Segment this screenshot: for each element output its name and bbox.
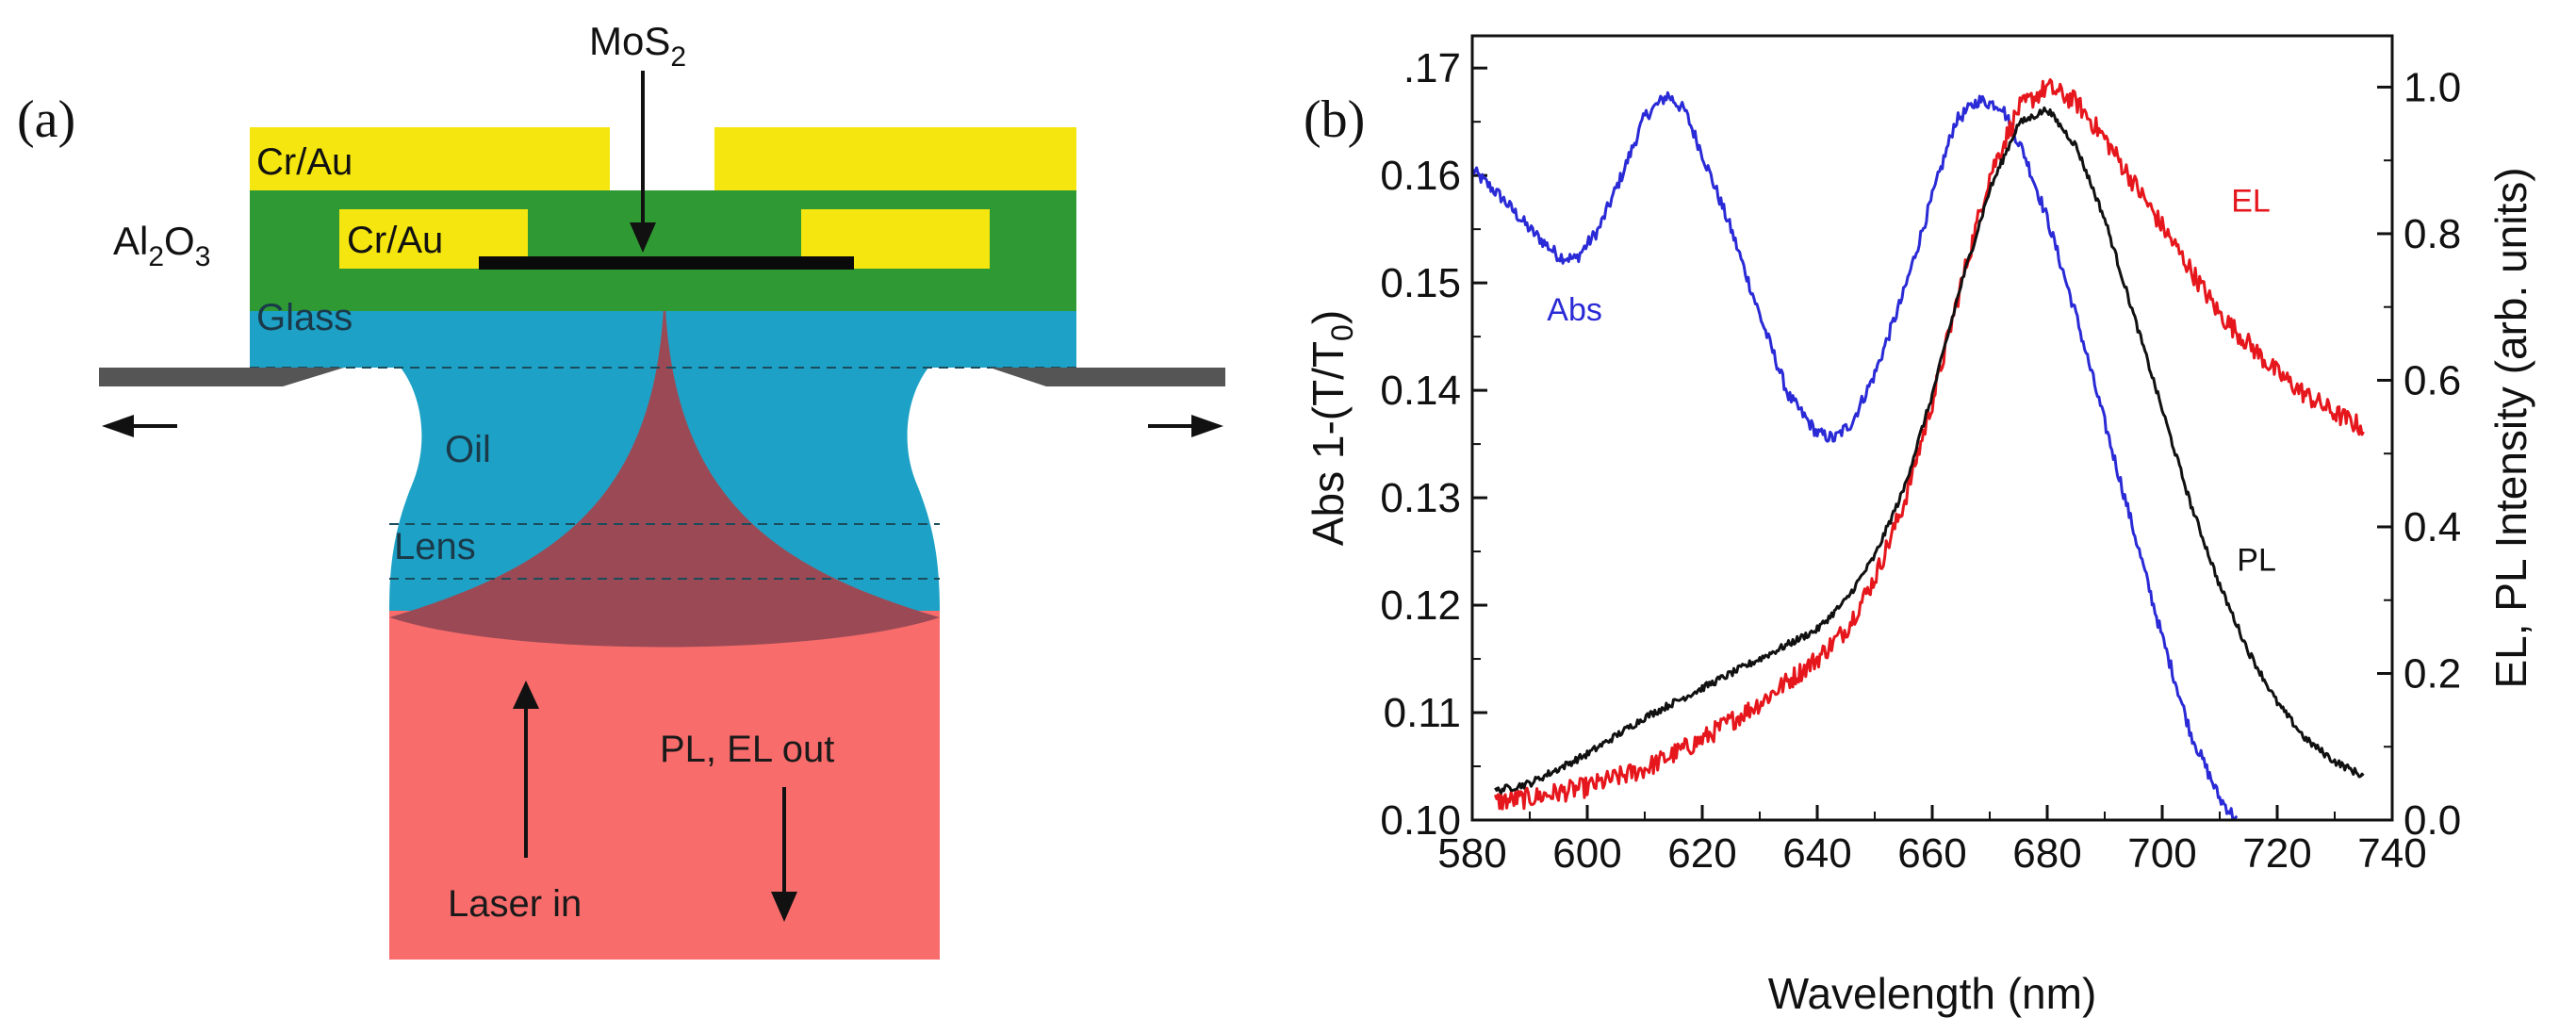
- series-abs-line: [1472, 90, 2239, 820]
- y-left-tick-label: .17: [1403, 45, 1461, 91]
- stage-left-arrowhead: [102, 415, 134, 437]
- x-tick-label: 640: [1782, 830, 1851, 877]
- y-right-tick-label: 0.6: [2404, 357, 2461, 403]
- y-left-tick-label: 0.12: [1380, 583, 1461, 629]
- excitation-beam: [389, 611, 940, 960]
- top-contact-right: [714, 127, 1076, 190]
- focused-beam-cone: [389, 266, 940, 648]
- top-contact-left: [250, 127, 610, 190]
- mos2-label: MoS2: [589, 19, 686, 73]
- y-right-tick-label: 0.4: [2404, 504, 2461, 550]
- annotation-el: EL: [2231, 184, 2271, 220]
- panel-b-label: (b): [1304, 90, 1365, 149]
- bottom-contact-label: Cr/Au: [347, 220, 443, 261]
- annotation-abs: Abs: [1547, 292, 1602, 328]
- al2o3-label: Al2O3: [113, 219, 210, 272]
- stage-right: [990, 368, 1225, 386]
- y-left-tick-label: 0.10: [1380, 797, 1461, 844]
- stage-right-arrowhead: [1191, 415, 1223, 437]
- series-pl-line: [1494, 106, 2365, 795]
- x-tick-label: 580: [1437, 830, 1506, 877]
- pl-el-out-label: PL, EL out: [660, 729, 834, 770]
- x-tick-label: 600: [1552, 830, 1621, 877]
- lens-label: Lens: [394, 526, 476, 567]
- x-tick-label: 700: [2127, 830, 2196, 877]
- y-right-axis-title: EL, PL Intensity (arb. units): [2486, 167, 2535, 688]
- panel-a-schematic: (a) MoS2 Cr/Au: [17, 19, 1225, 960]
- series-el-line: [1493, 78, 2365, 811]
- y-right-tick-label: 1.0: [2404, 64, 2461, 110]
- stage-left: [99, 368, 344, 386]
- pl-el-out-arrowhead: [771, 892, 797, 922]
- y-right-tick-label: 0.0: [2404, 797, 2461, 844]
- y-left-axis-title: Abs 1-(T/T0): [1304, 310, 1359, 546]
- x-tick-label: 660: [1897, 830, 1966, 877]
- panel-b-chart: (b) Abs 1-(T/T0) EL, PL Intensity (arb. …: [1304, 34, 2535, 1018]
- x-tick-label: 720: [2242, 830, 2311, 877]
- top-contact-label: Cr/Au: [256, 141, 353, 183]
- y-right-tick-label: 0.8: [2404, 211, 2461, 257]
- laser-in-arrowhead: [513, 681, 539, 709]
- mos2-flake: [479, 256, 854, 270]
- panel-a-label: (a): [17, 90, 75, 149]
- interface-dashes: [250, 367, 1076, 580]
- annotation-pl: PL: [2237, 543, 2276, 579]
- laser-in-label: Laser in: [448, 883, 582, 925]
- y-right-tick-label: 0.2: [2404, 650, 2461, 697]
- data-series: [1472, 78, 2365, 820]
- y-left-tick-label: 0.11: [1384, 690, 1461, 736]
- axis-ticks: 580 600 620 640 660 680 700 720 740 0.10 0.11 0.12 0…: [1380, 45, 2461, 877]
- x-axis-title: Wavelength (nm): [1768, 969, 2097, 1018]
- mos2-pointer-arrowhead: [630, 222, 656, 253]
- y-left-tick-label: 0.14: [1380, 368, 1461, 414]
- x-tick-label: 740: [2357, 830, 2426, 877]
- glass-label: Glass: [256, 297, 353, 338]
- series-annotations: Abs EL PL: [1547, 184, 2276, 579]
- x-tick-label: 680: [2012, 830, 2081, 877]
- y-left-tick-label: 0.13: [1380, 475, 1461, 521]
- oil-label: Oil: [445, 429, 491, 470]
- y-left-tick-label: 0.16: [1380, 153, 1461, 199]
- y-left-tick-label: 0.15: [1380, 260, 1461, 306]
- plot-frame: [1470, 34, 2394, 822]
- x-tick-label: 620: [1667, 830, 1736, 877]
